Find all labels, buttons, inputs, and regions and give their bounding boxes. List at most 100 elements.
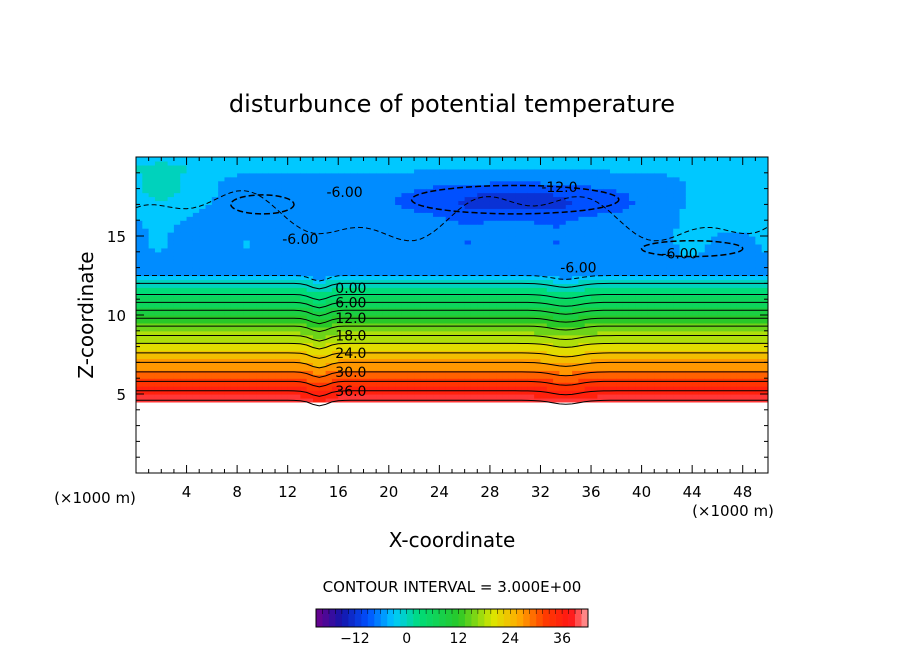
- field-cell: [142, 366, 150, 371]
- field-cell: [186, 236, 194, 241]
- field-cell: [395, 366, 403, 371]
- field-cell: [281, 267, 289, 273]
- field-cell: [148, 216, 156, 221]
- field-cell: [591, 330, 598, 336]
- field-cell: [319, 239, 327, 245]
- field-cell: [515, 283, 523, 288]
- field-cell: [578, 228, 586, 233]
- field-cell: [148, 390, 156, 395]
- field-cell: [527, 200, 535, 205]
- field-cell: [192, 346, 200, 352]
- field-cell: [622, 255, 630, 261]
- field-cell: [357, 180, 365, 186]
- field-cell: [477, 311, 485, 316]
- field-cell: [167, 200, 175, 205]
- field-cell: [331, 279, 339, 284]
- field-cell: [559, 342, 567, 348]
- field-cell: [275, 366, 282, 371]
- field-cell: [306, 239, 314, 245]
- field-cell: [483, 287, 491, 292]
- field-cell: [218, 354, 226, 360]
- field-cell: [527, 283, 535, 288]
- field-cell: [565, 322, 573, 328]
- field-cell: [527, 386, 535, 391]
- field-cell: [382, 196, 390, 202]
- field-cell: [565, 386, 573, 391]
- field-cell: [534, 311, 542, 316]
- field-cell: [319, 382, 327, 387]
- field-cell: [167, 220, 175, 225]
- field-cell: [268, 295, 276, 300]
- field-cell: [628, 236, 636, 241]
- field-cell: [597, 390, 605, 395]
- field-cell: [230, 386, 238, 391]
- field-cell: [363, 311, 371, 316]
- field-cell: [641, 386, 649, 391]
- field-cell: [610, 299, 617, 304]
- field-cell: [237, 212, 245, 217]
- field-cell: [306, 180, 314, 186]
- field-cell: [344, 279, 352, 284]
- field-cell: [489, 196, 497, 202]
- field-cell: [369, 299, 377, 304]
- field-cell: [211, 164, 219, 170]
- field-cell: [439, 180, 447, 186]
- field-cell: [578, 374, 586, 379]
- field-cell: [256, 374, 263, 379]
- field-cell: [477, 228, 485, 233]
- field-cell: [439, 267, 447, 273]
- field-cell: [180, 275, 188, 281]
- field-cell: [483, 251, 491, 257]
- field-cell: [319, 303, 327, 308]
- field-cell: [477, 386, 485, 391]
- field-cell: [205, 216, 213, 221]
- field-cell: [433, 362, 440, 367]
- field-cell: [287, 236, 295, 241]
- field-cell: [148, 330, 156, 336]
- field-cell: [312, 307, 320, 312]
- field-cell: [256, 184, 263, 190]
- field-cell: [281, 279, 289, 284]
- field-cell: [420, 291, 428, 296]
- field-cell: [464, 243, 472, 249]
- field-cell: [344, 354, 352, 360]
- field-cell: [312, 334, 320, 340]
- field-cell: [319, 295, 327, 300]
- field-cell: [154, 299, 162, 304]
- field-cell: [186, 164, 194, 170]
- field-cell: [489, 239, 497, 245]
- field-cell: [262, 236, 270, 241]
- field-cell: [407, 164, 415, 170]
- field-cell: [350, 160, 358, 166]
- field-cell: [452, 247, 459, 253]
- field-cell: [464, 232, 472, 237]
- field-cell: [173, 291, 181, 296]
- field-cell: [382, 311, 390, 316]
- field-cell: [452, 224, 459, 229]
- field-cell: [464, 322, 472, 328]
- field-cell: [268, 386, 276, 391]
- field-cell: [540, 172, 548, 178]
- field-cell: [312, 330, 320, 336]
- field-cell: [148, 228, 156, 233]
- field-cell: [508, 196, 516, 202]
- field-cell: [224, 291, 232, 296]
- field-cell: [369, 192, 377, 198]
- field-cell: [376, 271, 384, 277]
- field-cell: [628, 184, 636, 190]
- field-cell: [148, 208, 156, 213]
- field-cell: [154, 212, 162, 217]
- field-cell: [433, 279, 440, 284]
- field-cell: [154, 374, 162, 379]
- field-cell: [597, 311, 605, 316]
- field-cell: [211, 334, 219, 340]
- field-cell: [363, 346, 371, 352]
- field-cell: [603, 326, 611, 332]
- field-cell: [635, 394, 643, 399]
- field-cell: [142, 322, 150, 328]
- field-cell: [584, 346, 592, 352]
- field-cell: [622, 160, 630, 166]
- field-cell: [540, 366, 548, 371]
- field-cell: [243, 239, 251, 245]
- field-cell: [325, 390, 333, 395]
